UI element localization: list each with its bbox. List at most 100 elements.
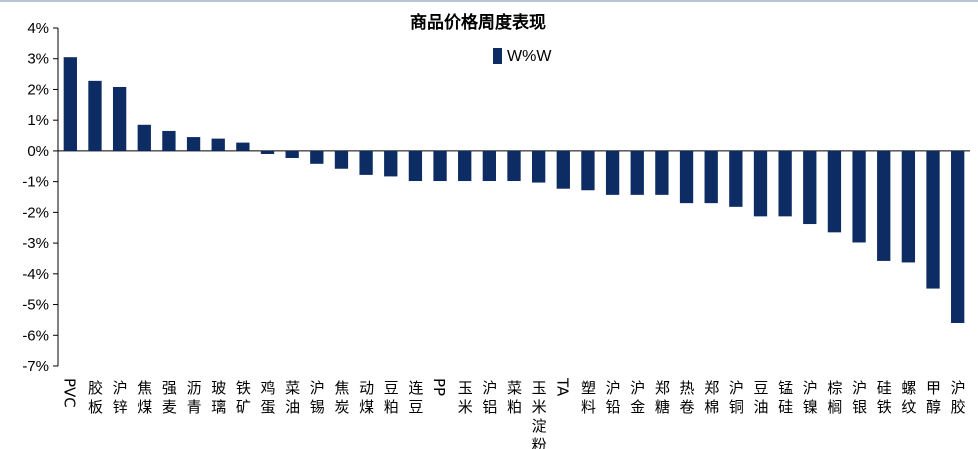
category-label: 豆粕 — [384, 379, 399, 416]
y-tick-label: -1% — [22, 174, 49, 191]
y-tick-label: -2% — [22, 204, 49, 221]
category-label: PVC — [60, 378, 78, 408]
category-label-text: 豆油 — [753, 379, 768, 416]
category-label: 沪锌 — [113, 379, 128, 416]
legend-label: W%W — [507, 48, 552, 65]
category-label: 硅铁 — [877, 379, 892, 416]
category-label: 螺纹 — [901, 379, 916, 416]
category-label-text: 玉米淀粉 — [532, 379, 547, 449]
bar — [384, 150, 398, 177]
category-label: 焦炭 — [334, 379, 349, 416]
bar — [236, 142, 250, 151]
category-label: 玉米淀粉 — [532, 379, 547, 449]
category-label-text: 塑料 — [581, 379, 596, 416]
bar — [729, 150, 743, 207]
category-label: 热卷 — [680, 379, 695, 416]
category-label-text: 甲醇 — [926, 379, 941, 416]
category-label: 塑料 — [581, 379, 596, 416]
category-label: 沪铝 — [482, 379, 497, 416]
bar — [605, 150, 620, 195]
category-label-text: PVC — [60, 378, 78, 408]
category-label: 郑棉 — [704, 379, 719, 416]
bar — [581, 150, 595, 191]
bar — [88, 80, 102, 151]
category-label-text: 郑棉 — [704, 379, 719, 416]
y-tick-label: 0% — [27, 143, 49, 160]
bar — [827, 150, 842, 233]
category-label-text: 动煤 — [359, 379, 374, 416]
bar — [753, 150, 768, 217]
category-label-text: 沪锌 — [113, 379, 128, 416]
bar — [877, 150, 891, 261]
category-label: 郑糖 — [655, 379, 670, 416]
category-label-text: 菜粕 — [507, 379, 522, 416]
y-tick-label: -4% — [22, 266, 49, 283]
y-tick-label: 2% — [27, 81, 49, 98]
chart-title: 商品价格周度表现 — [410, 12, 546, 33]
bar — [285, 150, 299, 158]
category-label: 锰硅 — [778, 379, 793, 416]
category-label-text: 胶板 — [88, 379, 103, 416]
category-label: 甲醇 — [926, 379, 941, 416]
bar — [556, 150, 570, 189]
category-label: 强麦 — [162, 379, 177, 416]
category-label: TA — [553, 377, 571, 397]
bar — [334, 150, 349, 169]
category-label: 焦煤 — [137, 379, 152, 416]
category-label: 沥青 — [187, 379, 202, 416]
y-tick-label: -6% — [22, 327, 49, 344]
bar — [162, 130, 176, 151]
y-tick-label: -3% — [22, 235, 49, 252]
category-label: 铁矿 — [236, 379, 251, 416]
top-border — [0, 0, 978, 2]
y-tick-label: -7% — [22, 358, 49, 375]
bar — [408, 150, 423, 182]
bar — [704, 150, 718, 204]
bar — [778, 150, 792, 217]
category-label-text: 沥青 — [187, 379, 202, 416]
category-label-text: 焦煤 — [137, 379, 152, 416]
category-label-text: PP — [430, 378, 448, 396]
legend-swatch — [493, 48, 502, 64]
category-label-text: 铁矿 — [236, 379, 251, 416]
bar — [630, 150, 644, 195]
category-label: 菜油 — [285, 379, 300, 416]
category-label: 玻璃 — [211, 379, 226, 416]
bar — [310, 150, 324, 164]
category-label: 连豆 — [408, 379, 423, 416]
y-tick-label: 4% — [27, 20, 49, 37]
bar — [901, 150, 916, 263]
bar — [433, 150, 447, 182]
bar — [926, 150, 940, 289]
category-label: 沪镍 — [803, 379, 818, 416]
category-label-text: 沪锡 — [310, 379, 325, 416]
bar — [655, 150, 669, 195]
axis-layer: 4% 3% 2% 1% 0% -1% -2% -3% -4% -5% -6% -7% — [22, 20, 970, 375]
category-label: 沪铅 — [606, 379, 621, 416]
category-label: 沪金 — [630, 379, 645, 416]
category-label-text: 豆粕 — [384, 379, 399, 416]
category-label-text: 沪铅 — [606, 379, 621, 416]
category-label: 菜粕 — [507, 379, 522, 416]
category-label: 沪胶 — [951, 379, 966, 416]
bar — [112, 86, 127, 151]
category-label-text: 沪胶 — [951, 379, 966, 416]
bar — [458, 150, 472, 182]
category-label-text: 强麦 — [162, 379, 177, 416]
category-label-text: 沪镍 — [803, 379, 818, 416]
category-label: 沪银 — [852, 379, 867, 416]
category-label-text: 螺纹 — [901, 379, 916, 416]
category-label: 动煤 — [359, 379, 374, 416]
category-label: 沪铜 — [729, 379, 744, 416]
category-label-text: 棕榈 — [827, 379, 842, 416]
bar — [186, 137, 201, 151]
category-label: 玉米 — [458, 379, 473, 416]
y-tick-label: -5% — [22, 297, 49, 314]
category-label-text: 菜油 — [285, 379, 300, 416]
category-label: 胶板 — [88, 379, 103, 416]
bar — [482, 150, 497, 182]
bar — [531, 150, 546, 183]
